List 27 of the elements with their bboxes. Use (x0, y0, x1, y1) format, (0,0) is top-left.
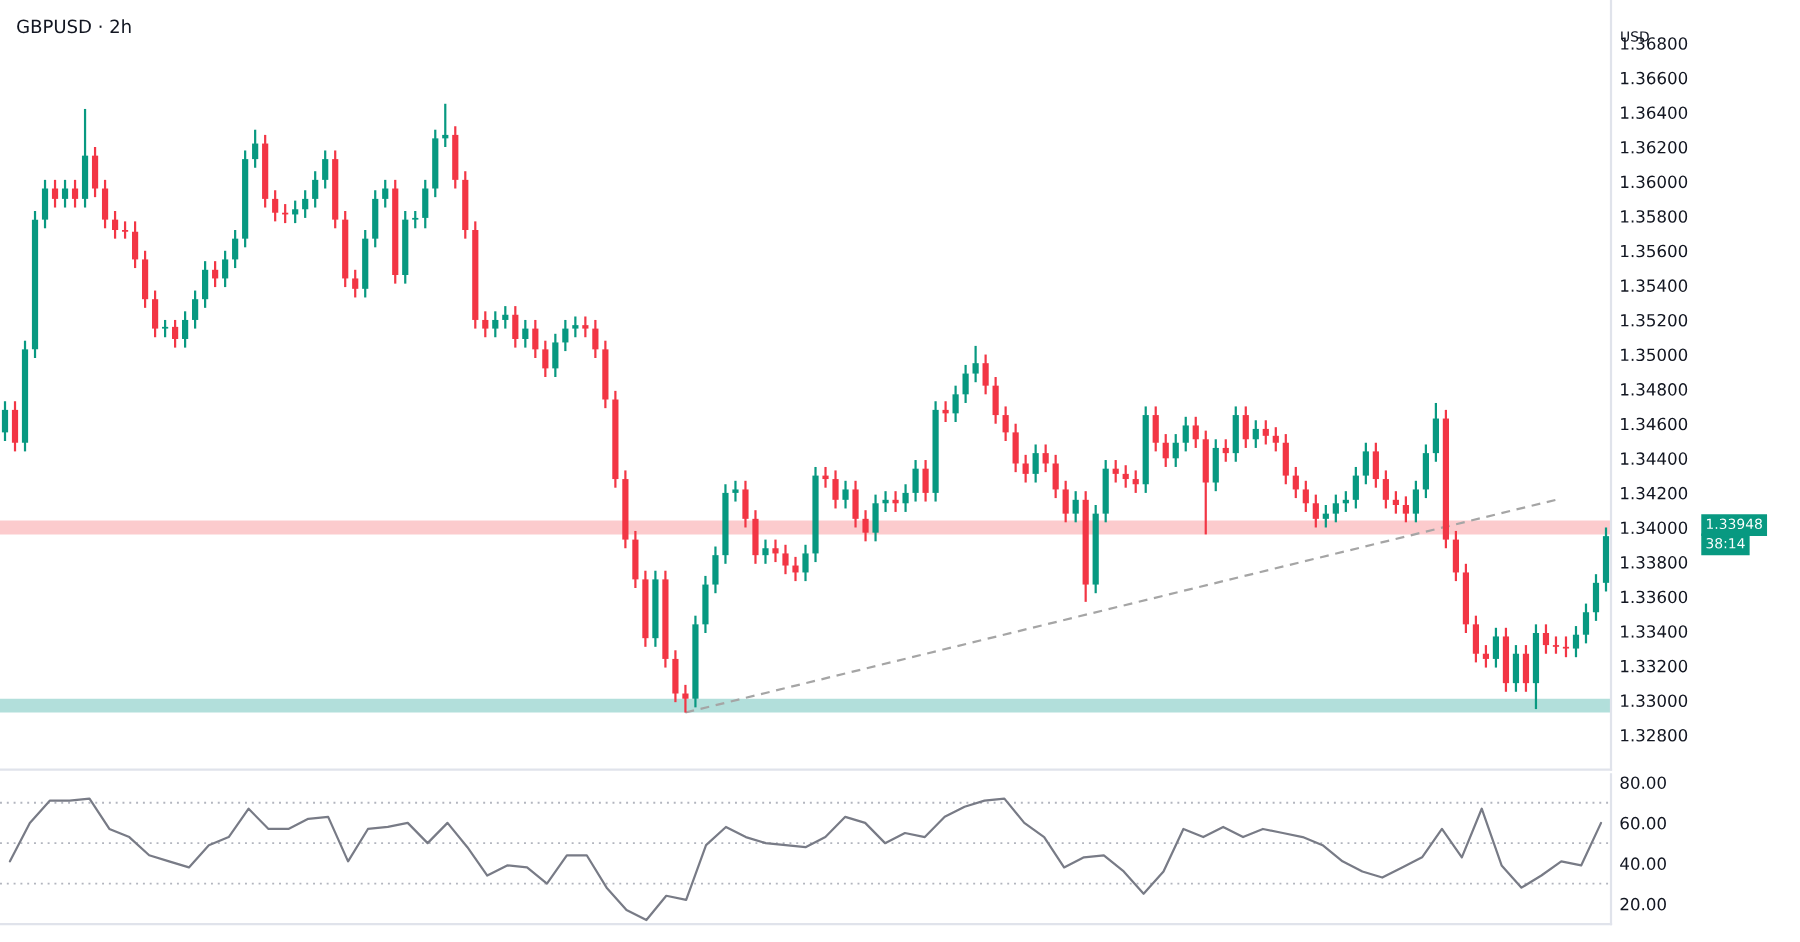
y-tick-label: 1.36000 (1621, 175, 1688, 189)
y-tick-label: 1.35600 (1621, 244, 1688, 258)
y-tick-label: 1.34800 (1621, 383, 1688, 396)
y-tick-label: 60.00 (1620, 816, 1666, 830)
y-tick-label: 1.36800 (1621, 37, 1688, 50)
y-tick-label: 1.34000 (1621, 521, 1688, 535)
y-tick-label: 1.35800 (1621, 210, 1688, 223)
y-tick-label: 1.34600 (1621, 417, 1688, 431)
y-tick-label: 80.00 (1620, 776, 1666, 789)
y-tick-label: 1.36200 (1621, 140, 1688, 154)
text: GBPUSD · 2h (17, 19, 131, 34)
y-tick-label: 1.33600 (1621, 590, 1688, 604)
y-tick-label: 1.35400 (1621, 279, 1688, 292)
y-tick-label: 1.33200 (1621, 659, 1688, 673)
y-tick-label: 20.00 (1620, 897, 1666, 911)
line-series (8, 797, 1603, 922)
y-tick-label: 1.36400 (1621, 106, 1688, 119)
y-tick-label: 1.32800 (1621, 728, 1688, 742)
y-tick-label: 1.34200 (1621, 486, 1688, 500)
y-tick-label: 1.35000 (1621, 348, 1688, 362)
y-tick-label: 1.34400 (1621, 452, 1688, 465)
y-tick-label: 1.33800 (1621, 556, 1688, 569)
y-tick-label: 1.36600 (1621, 71, 1688, 85)
y-tick-label: 1.33400 (1621, 625, 1688, 638)
y-tick-label: 40.00 (1620, 857, 1666, 870)
y-tick-label: 1.35200 (1621, 313, 1688, 327)
y-tick-label: 1.33000 (1621, 694, 1688, 707)
